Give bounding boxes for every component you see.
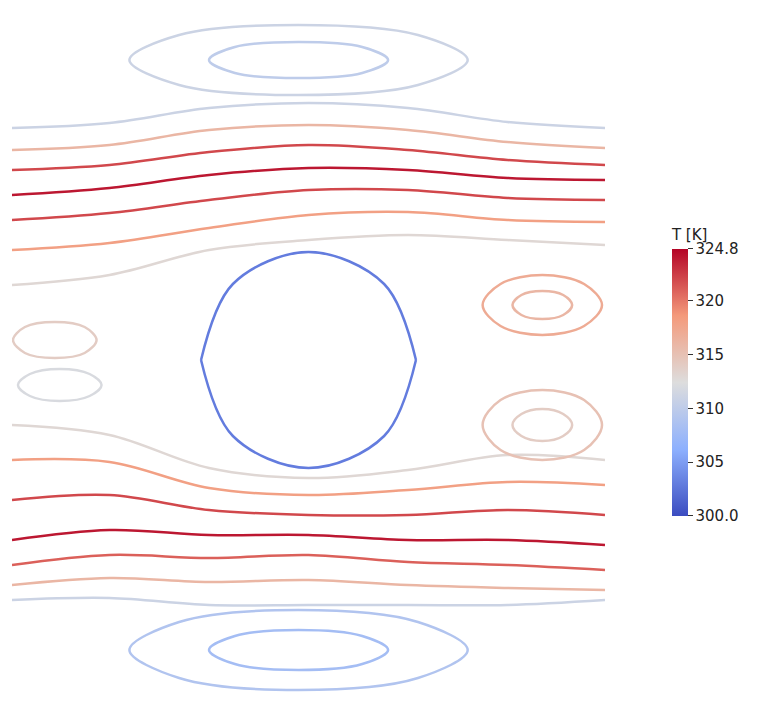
svg-text:324.8: 324.8 xyxy=(696,240,739,258)
svg-text:305: 305 xyxy=(696,453,725,471)
svg-text:315: 315 xyxy=(696,346,725,364)
svg-text:T [K]: T [K] xyxy=(671,226,707,244)
svg-text:320: 320 xyxy=(696,292,725,310)
svg-text:310: 310 xyxy=(696,400,725,418)
svg-text:300.0: 300.0 xyxy=(696,507,739,525)
